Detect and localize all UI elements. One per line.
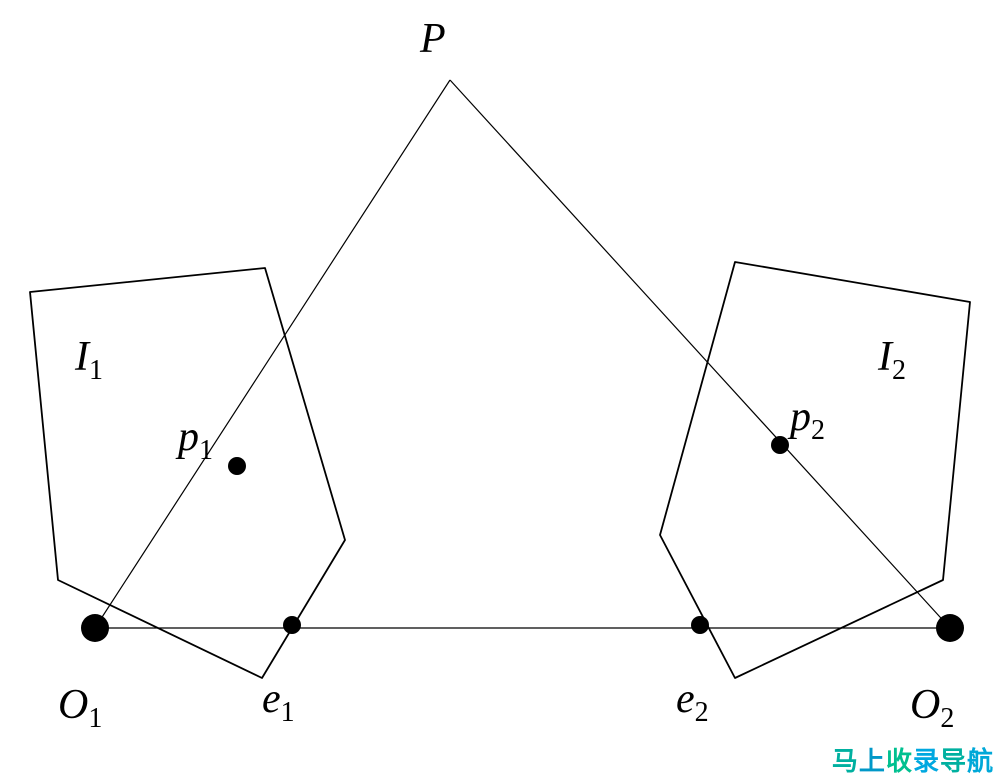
watermark-text: 马上收录导航: [832, 741, 994, 778]
label-O2-sub: 2: [940, 703, 954, 734]
label-p1-main: p: [175, 414, 199, 460]
point-e1: [283, 616, 301, 634]
watermark-char: 上: [859, 746, 886, 776]
watermark-char: 收: [886, 746, 913, 776]
label-O1-sub: 1: [88, 703, 102, 734]
label-p2: p2: [787, 394, 825, 446]
label-P: P: [419, 16, 446, 62]
epipolar-diagram: PI1I2p1p2e1e2O1O2: [0, 0, 1000, 780]
label-e1-sub: 1: [281, 697, 295, 728]
label-p1-sub: 1: [199, 435, 213, 466]
label-I2-sub: 2: [892, 355, 906, 386]
watermark-char: 马: [832, 746, 859, 776]
label-O2: O2: [910, 682, 954, 734]
label-p2-sub: 2: [811, 415, 825, 446]
watermark-char: 录: [913, 746, 940, 776]
label-P-main: P: [419, 16, 446, 62]
label-p2-main: p: [787, 394, 811, 440]
projection-lines-layer: [95, 80, 950, 628]
label-I1-sub: 1: [89, 355, 103, 386]
label-e1: e1: [262, 676, 295, 728]
label-I1: I1: [74, 334, 103, 386]
labels-layer: PI1I2p1p2e1e2O1O2: [58, 16, 954, 734]
point-e2: [691, 616, 709, 634]
label-e2: e2: [676, 676, 709, 728]
image-planes-layer: [30, 262, 970, 678]
image-plane-I1: [30, 268, 345, 678]
label-O2-main: O: [910, 682, 940, 728]
point-p1: [228, 457, 246, 475]
label-O1-main: O: [58, 682, 88, 728]
label-e1-main: e: [262, 676, 281, 722]
label-e2-main: e: [676, 676, 695, 722]
label-p1: p1: [175, 414, 213, 466]
label-I2: I2: [877, 334, 906, 386]
line-O2-P: [450, 80, 950, 628]
point-O2: [936, 614, 964, 642]
label-e2-sub: 2: [695, 697, 709, 728]
watermark-char: 航: [967, 746, 994, 776]
image-plane-I2: [660, 262, 970, 678]
point-p2: [771, 436, 789, 454]
line-O1-P: [95, 80, 450, 628]
label-O1: O1: [58, 682, 102, 734]
points-layer: [81, 436, 964, 642]
point-O1: [81, 614, 109, 642]
watermark-char: 导: [940, 746, 967, 776]
